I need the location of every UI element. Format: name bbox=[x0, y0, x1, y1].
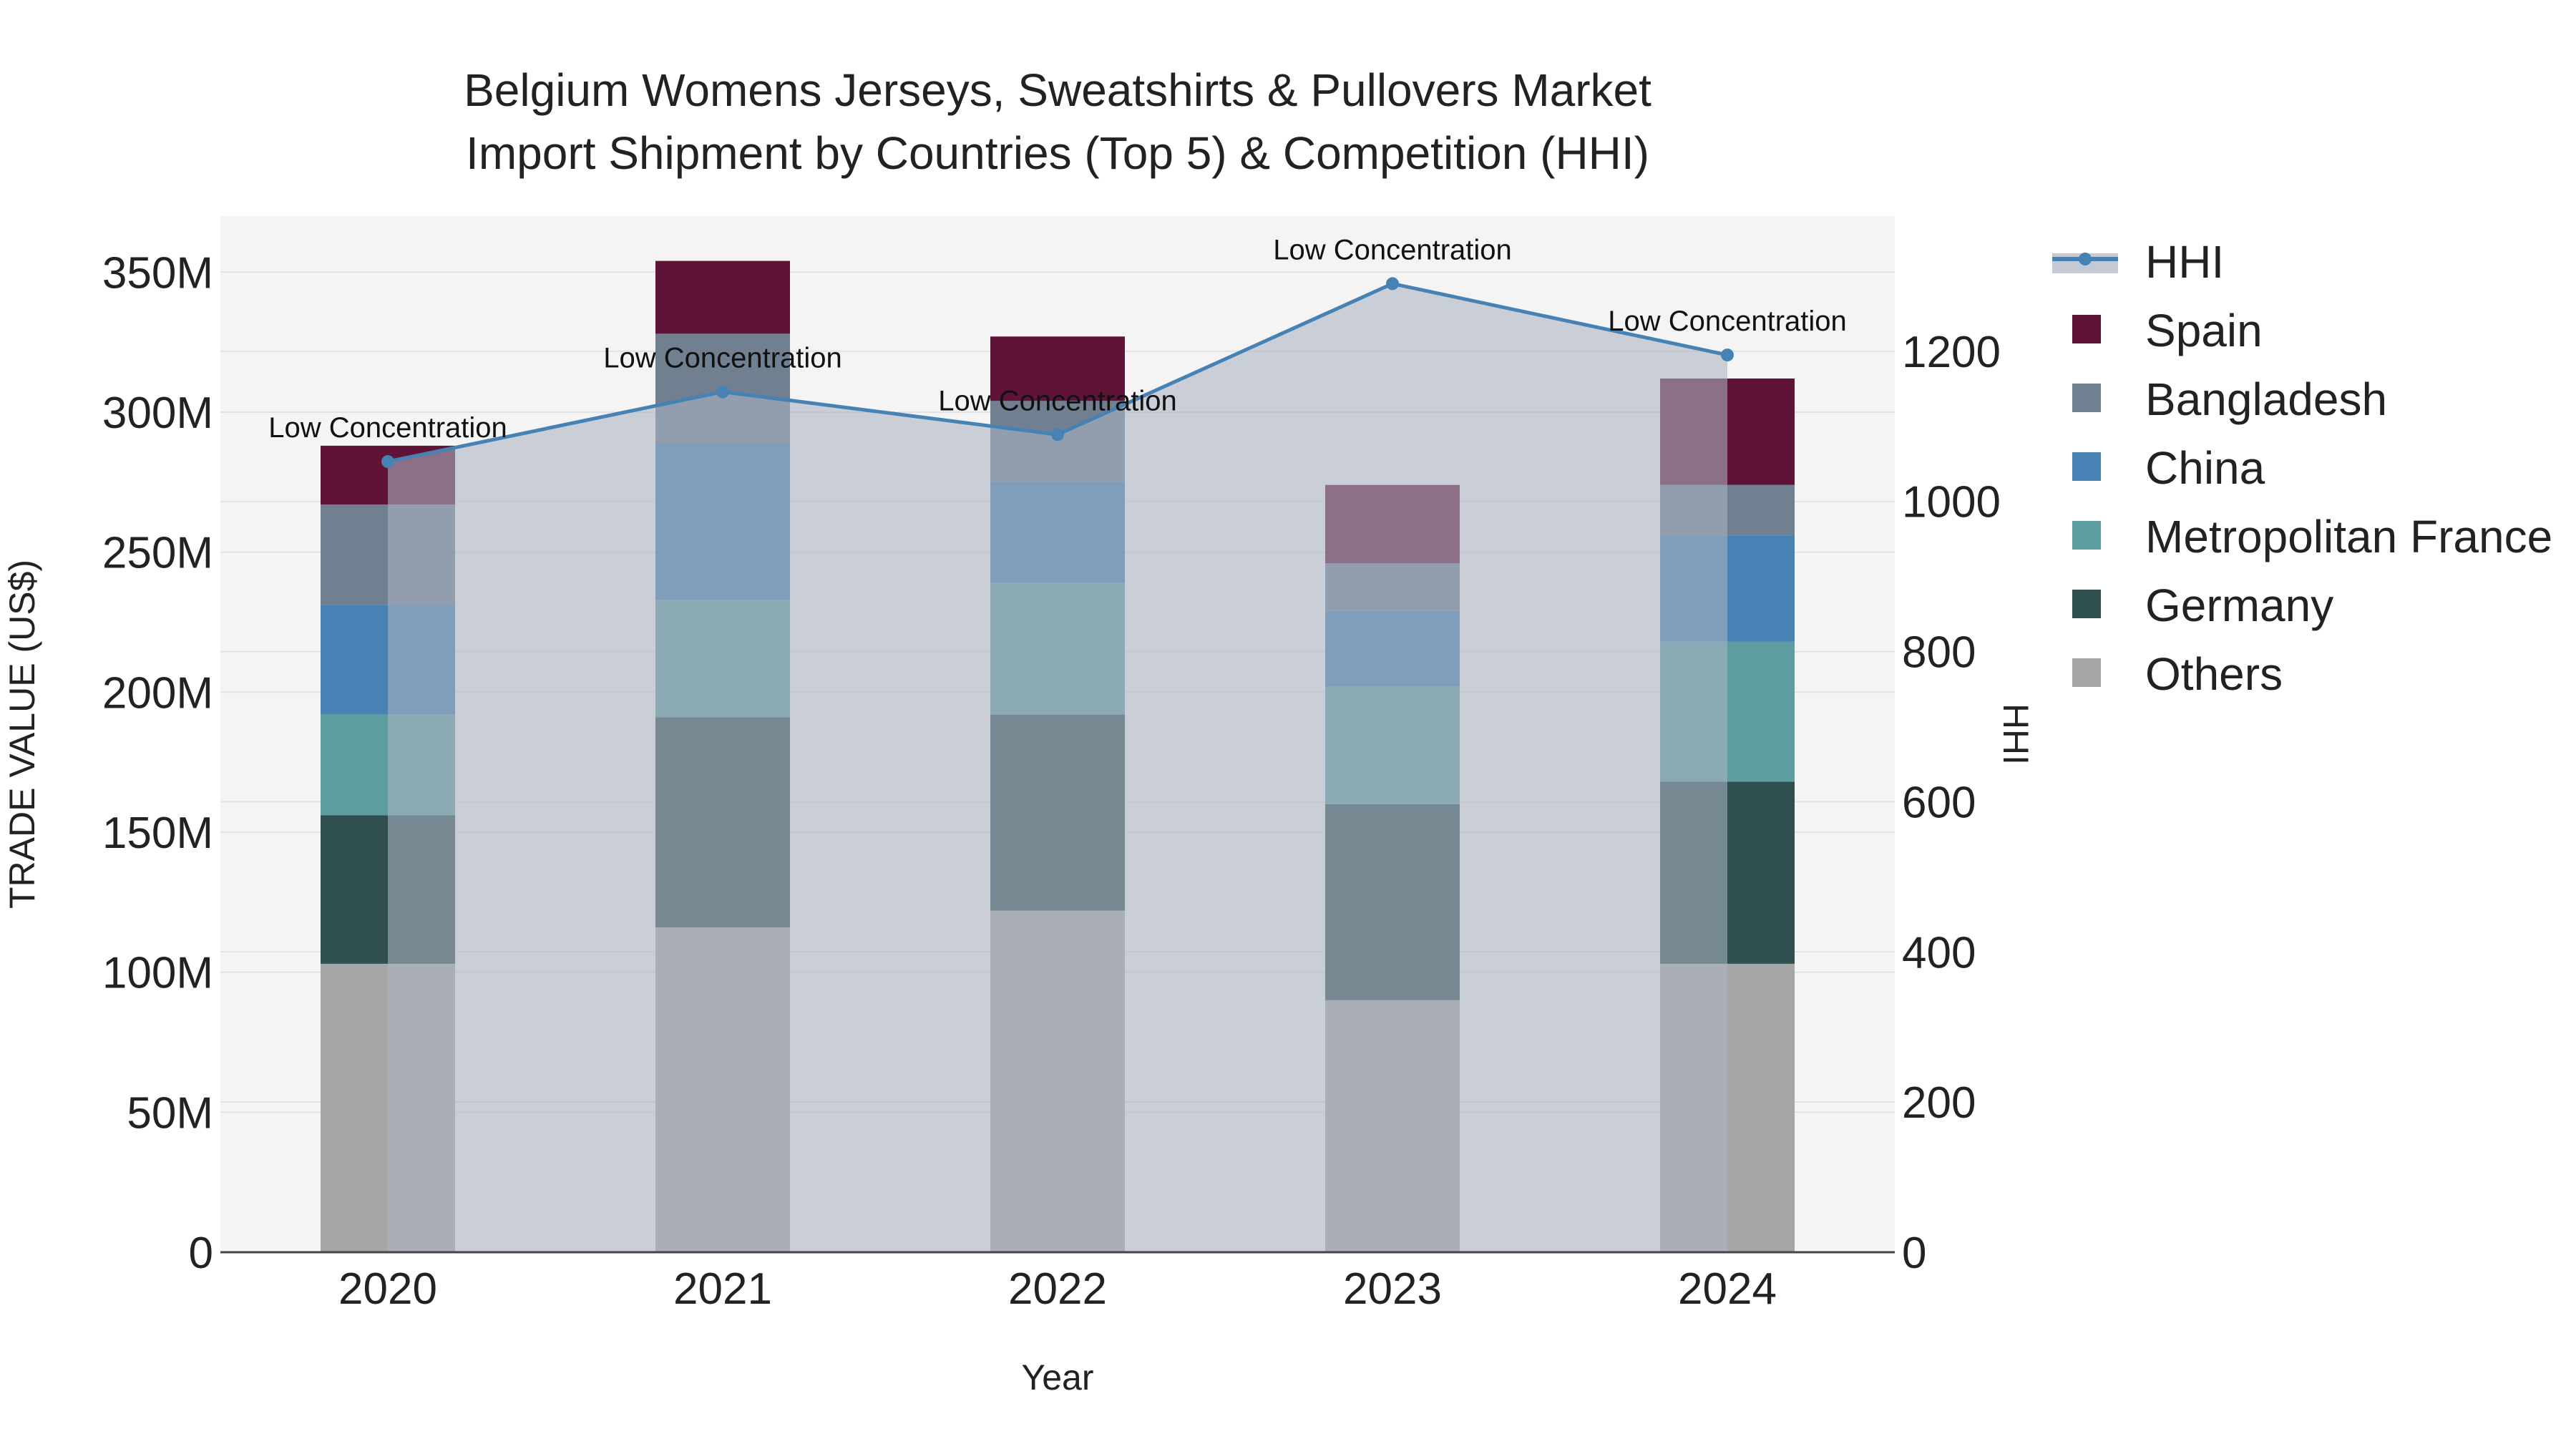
x-tick-label: 2022 bbox=[1008, 1264, 1107, 1314]
hhi-annotation-2023: Low Concentration bbox=[1273, 234, 1512, 265]
x-tick-label: 2023 bbox=[1343, 1264, 1442, 1314]
legend-swatch-spain bbox=[2072, 315, 2101, 343]
legend-label: Germany bbox=[2145, 580, 2333, 631]
y2-tick-label: 800 bbox=[1902, 628, 1976, 678]
bar-spain-2021 bbox=[655, 260, 790, 334]
legend-label: HHI bbox=[2145, 236, 2224, 288]
y-tick-label: 250M bbox=[102, 529, 213, 578]
hhi-annotation-2020: Low Concentration bbox=[268, 412, 507, 444]
hhi-point-2023 bbox=[1386, 277, 1399, 291]
y-tick-label: 100M bbox=[102, 949, 213, 998]
hhi-annotation-2021: Low Concentration bbox=[603, 343, 842, 374]
hhi-area bbox=[388, 283, 1727, 1252]
legend-label: Spain bbox=[2145, 305, 2263, 356]
legend-label: Bangladesh bbox=[2145, 374, 2387, 425]
x-axis-title: Year bbox=[1021, 1357, 1093, 1397]
legend: HHI Spain Bangladesh China Metropolitan Fran… bbox=[2052, 236, 2552, 700]
legend-swatch-bangladesh bbox=[2072, 384, 2101, 412]
y-axis-title: TRADE VALUE (US$) bbox=[2, 560, 42, 909]
x-axis-ticks: 2020 2021 2022 2023 2024 bbox=[338, 1264, 1777, 1314]
y-tick-label: 200M bbox=[102, 668, 213, 718]
chart-title-line-2: Import Shipment by Countries (Top 5) & C… bbox=[466, 127, 1649, 179]
legend-swatch-metropolitan-france bbox=[2072, 521, 2101, 550]
y-tick-label: 150M bbox=[102, 809, 213, 858]
x-tick-label: 2021 bbox=[673, 1264, 772, 1314]
hhi-point-2021 bbox=[716, 385, 729, 399]
y2-tick-label: 1200 bbox=[1902, 328, 2001, 377]
y-tick-label: 0 bbox=[189, 1229, 213, 1278]
hhi-annotation-2024: Low Concentration bbox=[1608, 306, 1847, 337]
y2-tick-label: 0 bbox=[1902, 1229, 1926, 1278]
legend-label: China bbox=[2145, 442, 2265, 494]
y-axis-ticks: 0 50M 100M 150M 200M 250M 300M 350M bbox=[102, 248, 213, 1278]
legend-swatch-others bbox=[2072, 658, 2101, 687]
hhi-area-fill bbox=[388, 283, 1727, 1252]
y2-tick-label: 1000 bbox=[1902, 478, 2001, 527]
hhi-point-2024 bbox=[1721, 348, 1734, 362]
hhi-annotations: Low Concentration Low Concentration Low Co… bbox=[268, 234, 1847, 444]
x-tick-label: 2024 bbox=[1678, 1264, 1777, 1314]
x-tick-label: 2020 bbox=[338, 1264, 437, 1314]
y-tick-label: 50M bbox=[127, 1088, 213, 1138]
bar-spain-2022 bbox=[990, 336, 1125, 401]
y2-tick-label: 600 bbox=[1902, 778, 1976, 827]
hhi-point-2022 bbox=[1051, 428, 1064, 441]
y2-axis-title: HHI bbox=[1996, 703, 2036, 765]
legend-label: Others bbox=[2145, 648, 2283, 700]
legend-hhi-swatch-marker bbox=[2079, 253, 2092, 265]
y-tick-label: 350M bbox=[102, 248, 213, 298]
hhi-annotation-2022: Low Concentration bbox=[938, 385, 1177, 416]
y2-axis-ticks: 0 200 400 600 800 1000 1200 bbox=[1902, 328, 2001, 1278]
y2-tick-label: 200 bbox=[1902, 1078, 1976, 1128]
legend-label: Metropolitan France bbox=[2145, 511, 2552, 562]
legend-swatch-germany bbox=[2072, 590, 2101, 618]
y2-tick-label: 400 bbox=[1902, 928, 1976, 977]
hhi-line-layer bbox=[381, 277, 1734, 469]
legend-swatch-china bbox=[2072, 452, 2101, 481]
hhi-point-2020 bbox=[381, 455, 394, 469]
chart-title-line-1: Belgium Womens Jerseys, Sweatshirts & Pu… bbox=[464, 64, 1652, 116]
y-tick-label: 300M bbox=[102, 389, 213, 438]
